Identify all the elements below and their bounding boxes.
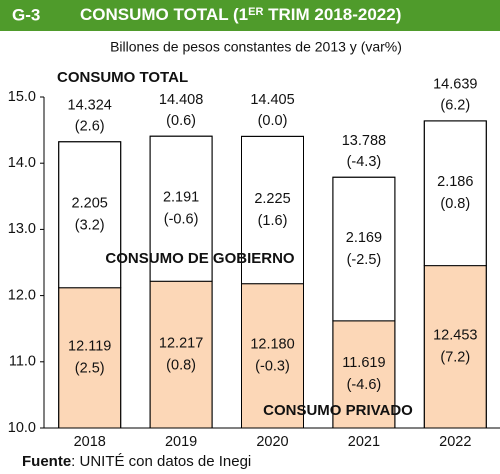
var-label: (1.6) [258, 213, 288, 229]
x-tick-label: 2021 [348, 434, 380, 450]
source: Fuente: UNITÉ con datos de Inegi [22, 453, 251, 470]
bar-segment [149, 280, 213, 429]
title-part: CONSUMO TOTAL (1 [80, 5, 248, 24]
source-text: : UNITÉ con datos de Inegi [71, 453, 251, 470]
value-label: 12.217 [159, 335, 203, 351]
total-label: 14.324 [68, 98, 112, 114]
var-label: (0.8) [440, 196, 470, 212]
value-label: 2.186 [437, 174, 473, 190]
bar-segment [241, 135, 304, 285]
total-var-label: (2.6) [75, 119, 105, 135]
var-label: (0.8) [166, 357, 196, 373]
var-label: (-2.5) [347, 252, 382, 268]
x-tick-label: 2020 [256, 434, 288, 450]
total-label: 14.405 [250, 92, 294, 108]
value-label: 2.225 [254, 191, 290, 207]
var-label: (-0.6) [164, 212, 199, 228]
value-label: 12.119 [68, 339, 111, 355]
total-var-label: (-4.3) [347, 154, 382, 170]
y-tick-label: 10.0 [8, 420, 36, 436]
var-label: (-0.3) [255, 359, 290, 375]
bar-segment [332, 176, 396, 322]
subtitle: Billones de pesos constantes de 2013 y (… [110, 39, 402, 55]
y-tick-label: 13.0 [8, 221, 36, 237]
bar-segment [58, 287, 122, 429]
value-label: 11.619 [342, 355, 385, 371]
var-label: (2.5) [75, 361, 105, 377]
x-tick-label: 2022 [439, 434, 471, 450]
title-bar [0, 0, 500, 31]
y-tick-label: 15.0 [8, 89, 36, 105]
total-label: 14.639 [433, 77, 477, 93]
value-label: 2.205 [72, 196, 108, 212]
total-var-label: (6.2) [440, 98, 470, 114]
chart-title: CONSUMO TOTAL (1ER TRIM 2018-2022) [80, 5, 401, 24]
y-tick-label: 12.0 [8, 287, 36, 303]
series-name: CONSUMO TOTAL [57, 69, 188, 86]
value-label: 2.191 [163, 190, 199, 206]
total-var-label: (0.6) [166, 113, 196, 129]
bar-segment [423, 120, 487, 267]
total-label: 13.788 [342, 133, 386, 149]
series-name: CONSUMO DE GOBIERNO [105, 250, 295, 267]
x-tick-label: 2018 [74, 434, 106, 450]
var-label: (-4.6) [347, 377, 382, 393]
y-tick-label: 11.0 [9, 354, 36, 370]
source-label: Fuente [22, 453, 71, 470]
bar-segment [423, 265, 487, 429]
title-part: TRIM 2018-2022) [263, 5, 401, 24]
x-tick-label: 2019 [165, 434, 197, 450]
value-label: 12.180 [250, 337, 294, 353]
title-sup: ER [248, 6, 263, 18]
var-label: (3.2) [75, 218, 105, 234]
total-var-label: (0.0) [258, 113, 288, 129]
series-name: CONSUMO PRIVADO [263, 402, 413, 419]
chart-label: G-3 [12, 5, 40, 24]
value-label: 2.169 [346, 230, 382, 246]
total-label: 14.408 [159, 92, 203, 108]
y-tick-label: 14.0 [8, 155, 36, 171]
var-label: (7.2) [440, 350, 470, 366]
value-label: 12.453 [433, 328, 477, 344]
